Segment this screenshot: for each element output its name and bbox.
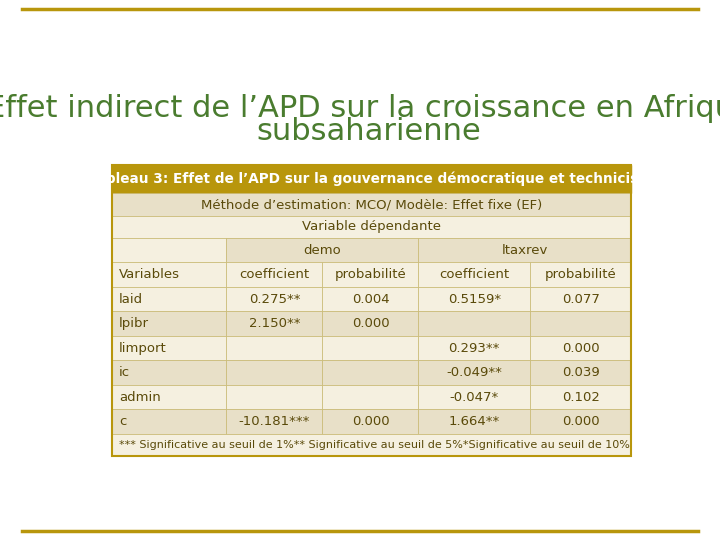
Bar <box>323 385 418 409</box>
Bar <box>112 336 227 360</box>
Text: -0.049**: -0.049** <box>446 366 503 379</box>
Bar <box>530 262 631 287</box>
Bar <box>530 336 631 360</box>
Bar <box>112 385 227 409</box>
Bar <box>112 193 631 216</box>
Bar <box>323 360 418 385</box>
Text: probabilité: probabilité <box>545 268 616 281</box>
Bar <box>112 165 631 456</box>
Text: coefficient: coefficient <box>439 268 509 281</box>
Bar <box>418 360 530 385</box>
Bar <box>112 360 227 385</box>
Text: ltaxrev: ltaxrev <box>502 244 548 256</box>
Bar <box>227 336 323 360</box>
Bar <box>323 287 418 312</box>
Text: 0.102: 0.102 <box>562 391 600 404</box>
Text: 1.664**: 1.664** <box>449 415 500 428</box>
Text: Tableau 3: Effet de l’APD sur la gouvernance démocratique et techniciste: Tableau 3: Effet de l’APD sur la gouvern… <box>89 172 654 186</box>
Bar <box>323 312 418 336</box>
Bar <box>112 312 227 336</box>
Text: Variables: Variables <box>119 268 180 281</box>
Text: *** Significative au seuil de 1%** Significative au seuil de 5%*Significative au: *** Significative au seuil de 1%** Signi… <box>119 440 630 450</box>
Bar <box>227 312 323 336</box>
Text: 0.293**: 0.293** <box>449 342 500 355</box>
Bar <box>418 409 530 434</box>
Bar <box>227 409 323 434</box>
Bar <box>227 385 323 409</box>
Bar <box>418 385 530 409</box>
Bar <box>227 287 323 312</box>
Bar <box>418 312 530 336</box>
Text: -0.047*: -0.047* <box>450 391 499 404</box>
Bar <box>418 336 530 360</box>
Bar <box>530 360 631 385</box>
Bar <box>530 312 631 336</box>
Bar <box>227 262 323 287</box>
Text: limport: limport <box>119 342 167 355</box>
Bar <box>112 409 227 434</box>
Text: Méthode d’estimation: MCO/ Modèle: Effet fixe (EF): Méthode d’estimation: MCO/ Modèle: Effet… <box>201 198 542 211</box>
Bar <box>112 165 631 193</box>
Text: 0.5159*: 0.5159* <box>448 293 501 306</box>
Bar <box>418 287 530 312</box>
Text: laid: laid <box>119 293 143 306</box>
Text: Variable dépendante: Variable dépendante <box>302 220 441 233</box>
Text: 0.000: 0.000 <box>351 415 390 428</box>
Text: Effet indirect de l’APD sur la croissance en Afrique: Effet indirect de l’APD sur la croissanc… <box>0 94 720 123</box>
Text: 0.000: 0.000 <box>562 415 600 428</box>
Text: 0.000: 0.000 <box>562 342 600 355</box>
Text: 0.275**: 0.275** <box>248 293 300 306</box>
Text: ic: ic <box>119 366 130 379</box>
Bar <box>112 262 227 287</box>
Bar <box>530 287 631 312</box>
Bar <box>227 238 418 262</box>
Bar <box>112 434 631 456</box>
Bar <box>112 287 227 312</box>
Text: admin: admin <box>119 391 161 404</box>
Text: 2.150**: 2.150** <box>248 317 300 330</box>
Text: coefficient: coefficient <box>240 268 310 281</box>
Bar <box>323 262 418 287</box>
Text: subsaharienne: subsaharienne <box>256 117 482 146</box>
Text: 0.004: 0.004 <box>351 293 390 306</box>
Bar <box>418 262 530 287</box>
Text: probabilité: probabilité <box>335 268 406 281</box>
Text: c: c <box>119 415 127 428</box>
Text: 0.000: 0.000 <box>351 317 390 330</box>
Bar <box>530 385 631 409</box>
Bar <box>323 336 418 360</box>
Bar <box>112 238 227 262</box>
Text: 0.077: 0.077 <box>562 293 600 306</box>
Bar <box>418 238 631 262</box>
Bar <box>530 409 631 434</box>
Bar <box>227 360 323 385</box>
Text: -10.181***: -10.181*** <box>239 415 310 428</box>
Bar <box>323 409 418 434</box>
Bar <box>112 216 631 238</box>
Text: 0.039: 0.039 <box>562 366 600 379</box>
Text: demo: demo <box>304 244 341 256</box>
Text: lpibr: lpibr <box>119 317 149 330</box>
